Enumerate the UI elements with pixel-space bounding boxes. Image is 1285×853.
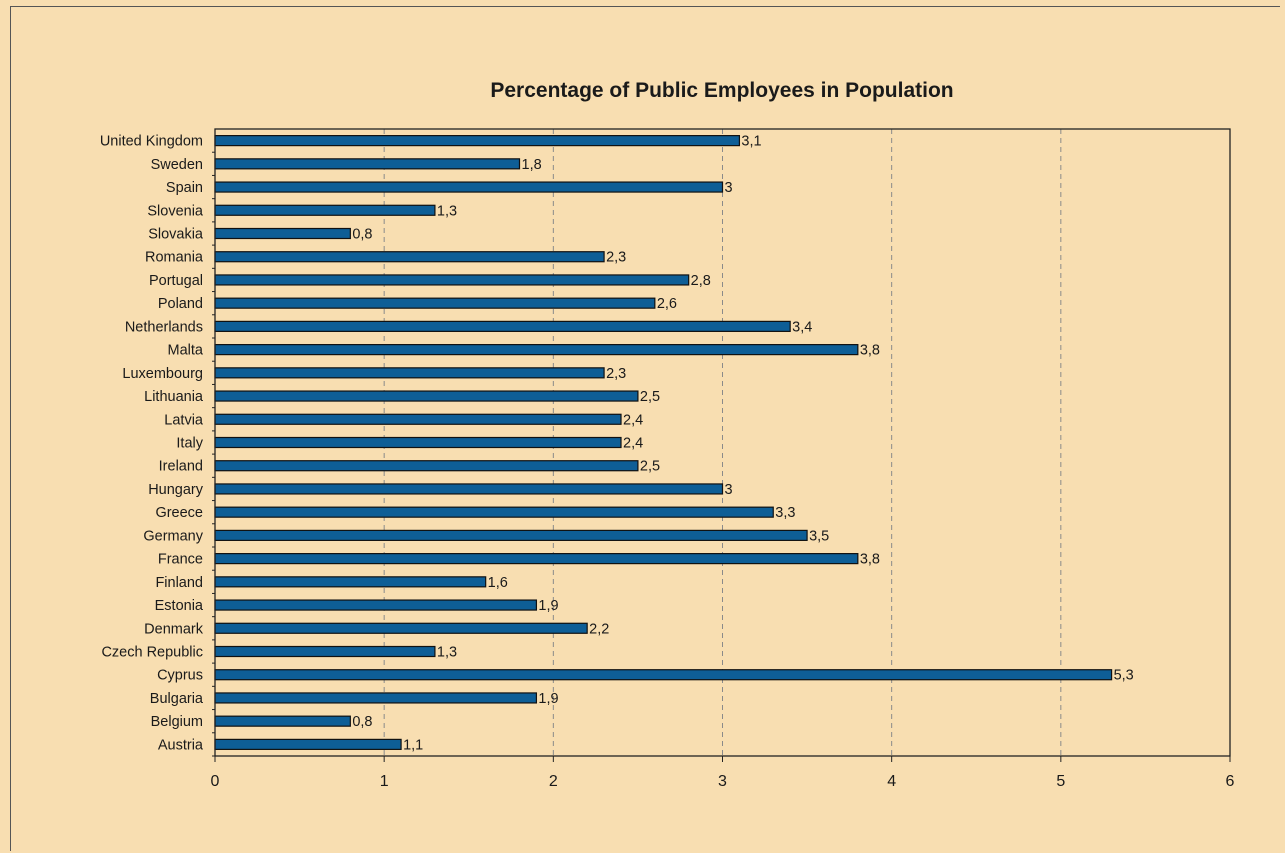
bar [214,158,521,170]
category-label: Slovakia [148,227,204,243]
chart-frame [10,6,1280,851]
category-label: Belgium [151,714,203,730]
value-labels: 3,1 1,8 3 1,3 0,8 2,3 2,8 2,6 3,4 3,8 2,3 2,5 2,4 2,4… [352,134,1133,754]
category-label: Finland [155,575,203,591]
value-label: 3,3 [775,505,795,521]
bar [214,645,436,658]
category-label: Portugal [149,273,203,289]
value-label: 3 [725,180,733,196]
category-label: Ireland [159,459,203,475]
bar [214,460,639,472]
chart-title: Percentage of Public Employees in Popula… [490,79,953,102]
bar [214,413,622,425]
category-label: Lithuania [144,389,204,405]
bar [214,738,402,750]
bar [214,181,724,193]
category-label: Luxembourg [122,366,203,382]
bar [214,367,605,379]
bar [214,715,351,727]
value-label: 1,3 [437,645,457,661]
category-label: Latvia [164,412,204,428]
bar [214,297,656,309]
value-label: 3,4 [792,319,812,335]
category-label: Poland [158,296,203,312]
bars [214,135,1113,750]
value-label: 2,6 [657,296,677,312]
value-label: 0,8 [352,714,372,730]
bar [214,227,351,240]
x-tick-label: 0 [211,773,220,790]
x-tick-label: 4 [887,773,896,790]
bar [214,599,538,611]
value-label: 2,3 [606,250,626,266]
value-label: 2,2 [589,621,609,637]
value-label: 1,3 [437,203,457,219]
category-label: France [158,552,203,568]
category-label: Italy [176,436,203,452]
x-tick-label: 1 [380,773,389,790]
value-label: 2,5 [640,459,660,475]
category-label: Romania [145,250,204,266]
bar [214,344,859,356]
category-label: Germany [143,528,203,544]
category-label: Netherlands [125,319,203,335]
bar [214,320,791,332]
category-label: Austria [158,737,204,753]
value-label: 2,4 [623,436,643,452]
bar [214,622,588,634]
value-label: 1,9 [538,598,558,614]
value-label: 3,1 [741,134,761,150]
bar [214,251,605,263]
value-label: 2,4 [623,412,643,428]
value-label: 0,8 [352,227,372,243]
category-label: Estonia [155,598,204,614]
value-label: 3,8 [860,343,880,359]
x-tick-label: 3 [718,773,727,790]
bar [214,506,774,518]
value-label: 2,3 [606,366,626,382]
value-label: 2,8 [691,273,711,289]
category-label: Czech Republic [101,645,203,661]
value-label: 3 [725,482,733,498]
value-label: 5,3 [1114,668,1134,684]
bar [214,274,690,286]
category-labels: United Kingdom Sweden Spain Slovenia Slovaki… [100,134,204,754]
x-tick-label: 2 [549,773,558,790]
category-label: Bulgaria [150,691,204,707]
bar [214,529,808,541]
x-axis-ticks: 0 1 2 3 4 5 6 [211,756,1235,790]
x-tick-label: 5 [1056,773,1065,790]
value-label: 3,8 [860,552,880,568]
value-label: 1,1 [403,737,423,753]
category-label: Cyprus [157,668,203,684]
category-label: Sweden [151,157,203,173]
bar [214,436,622,449]
value-label: 1,8 [522,157,542,173]
bar [214,553,859,565]
value-label: 2,5 [640,389,660,405]
bar [214,692,538,704]
value-label: 3,5 [809,528,829,544]
value-label: 1,6 [488,575,508,591]
bar [214,669,1113,681]
x-tick-label: 6 [1226,773,1235,790]
bar [214,576,487,588]
category-label: Hungary [148,482,204,498]
category-label: Greece [155,505,203,521]
bar [214,204,436,216]
value-label: 1,9 [538,691,558,707]
category-label: United Kingdom [100,134,203,150]
category-label: Malta [168,343,204,359]
category-label: Slovenia [147,203,204,219]
bar [214,390,639,402]
category-label: Denmark [144,621,204,637]
bar [214,483,724,495]
category-label: Spain [166,180,203,196]
bar [214,135,741,147]
